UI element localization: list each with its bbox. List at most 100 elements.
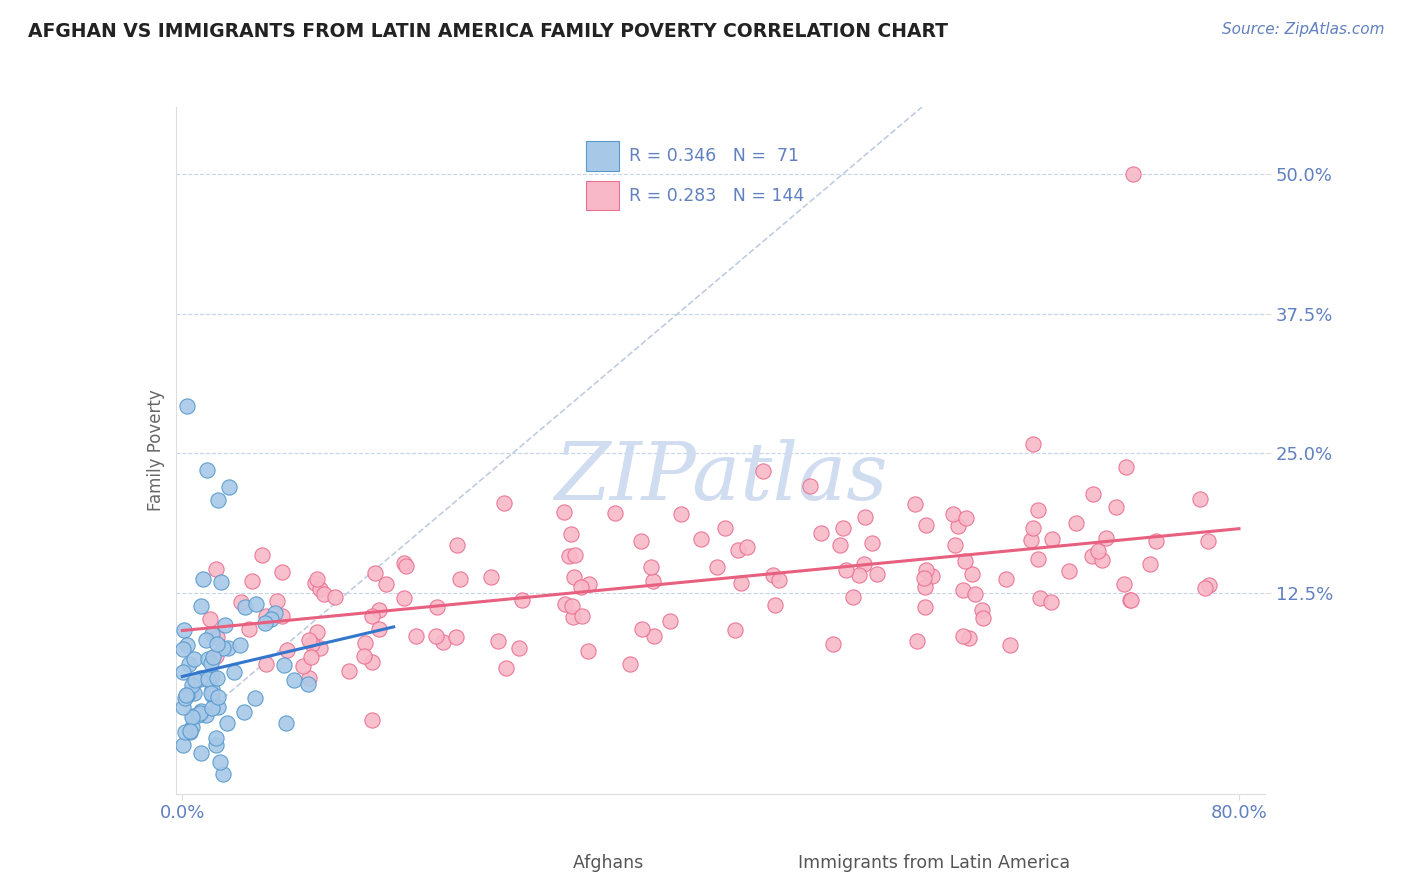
Point xyxy=(305,572,328,586)
Point xyxy=(188,671,211,685)
Point xyxy=(1122,167,1144,181)
Point xyxy=(752,464,775,478)
Point xyxy=(184,673,207,688)
Point xyxy=(1115,459,1137,474)
Point xyxy=(914,599,936,614)
Text: Source: ZipAtlas.com: Source: ZipAtlas.com xyxy=(1222,22,1385,37)
Point xyxy=(217,640,239,655)
Point xyxy=(425,630,447,644)
Point xyxy=(576,644,599,658)
Point xyxy=(190,746,212,760)
Point xyxy=(205,739,228,753)
Point xyxy=(1080,549,1102,563)
Point xyxy=(187,708,209,723)
Point xyxy=(200,669,222,683)
Point xyxy=(194,632,217,647)
Point xyxy=(361,655,384,669)
Point xyxy=(176,638,198,652)
Point xyxy=(914,563,936,577)
Point xyxy=(309,640,332,655)
Point xyxy=(972,610,994,624)
Point xyxy=(1022,437,1045,451)
Point xyxy=(641,574,664,588)
Text: Afghans: Afghans xyxy=(562,855,644,872)
Point xyxy=(195,463,218,477)
Point xyxy=(942,507,965,521)
Point xyxy=(564,570,586,584)
Point xyxy=(671,508,693,522)
Point xyxy=(1081,487,1104,501)
Text: ZIPatlas: ZIPatlas xyxy=(554,439,887,516)
Point xyxy=(207,637,229,651)
Point xyxy=(835,563,858,577)
Point xyxy=(904,497,927,511)
Point xyxy=(218,480,240,494)
Point xyxy=(179,725,201,739)
Point xyxy=(1026,552,1049,566)
Point xyxy=(690,532,713,546)
Text: R = 0.283   N = 144: R = 0.283 N = 144 xyxy=(628,186,804,204)
Point xyxy=(205,731,228,745)
Point xyxy=(298,671,321,685)
Point xyxy=(921,569,943,583)
Point xyxy=(202,649,225,664)
Point xyxy=(560,527,582,541)
Point xyxy=(211,640,233,655)
Point xyxy=(432,635,454,649)
Point xyxy=(367,622,389,636)
Point xyxy=(201,681,224,696)
Point xyxy=(207,699,229,714)
Point xyxy=(963,587,986,601)
Point xyxy=(323,591,346,605)
Point xyxy=(360,713,382,727)
Point xyxy=(271,608,294,623)
Point xyxy=(198,612,221,626)
Point xyxy=(1087,544,1109,558)
Text: AFGHAN VS IMMIGRANTS FROM LATIN AMERICA FAMILY POVERTY CORRELATION CHART: AFGHAN VS IMMIGRANTS FROM LATIN AMERICA … xyxy=(28,22,948,41)
Point xyxy=(659,614,682,628)
Point xyxy=(252,548,274,562)
Point xyxy=(273,657,295,672)
Point xyxy=(735,540,758,554)
Point xyxy=(1144,533,1167,548)
Point xyxy=(205,562,228,576)
Point xyxy=(193,572,215,586)
Point xyxy=(446,630,468,644)
Point xyxy=(763,598,786,612)
Point xyxy=(368,603,391,617)
Point xyxy=(848,567,870,582)
Point xyxy=(200,686,222,700)
Point xyxy=(188,706,211,720)
Point xyxy=(1095,531,1118,545)
Point xyxy=(188,673,211,687)
Point xyxy=(201,627,224,641)
Point xyxy=(561,599,583,613)
Point xyxy=(995,572,1018,586)
Point xyxy=(768,573,790,587)
Point xyxy=(631,622,654,636)
Point xyxy=(562,610,585,624)
Point xyxy=(245,598,267,612)
Point xyxy=(299,649,322,664)
Point xyxy=(1118,593,1140,607)
Point xyxy=(952,629,974,643)
Point xyxy=(571,608,593,623)
Point xyxy=(510,593,533,607)
Point xyxy=(200,657,222,671)
Y-axis label: Family Poverty: Family Poverty xyxy=(146,390,165,511)
Point xyxy=(276,716,298,731)
Point xyxy=(238,622,260,636)
Point xyxy=(266,594,288,608)
Point xyxy=(486,633,509,648)
Point xyxy=(224,665,246,679)
Point xyxy=(174,688,197,702)
Point xyxy=(183,652,205,666)
Point xyxy=(270,565,292,579)
Point xyxy=(209,575,232,590)
Point xyxy=(1039,595,1062,609)
Point xyxy=(823,636,845,650)
Point xyxy=(1189,491,1212,506)
Point xyxy=(172,738,194,752)
Point xyxy=(1040,532,1063,546)
Point xyxy=(553,505,575,519)
